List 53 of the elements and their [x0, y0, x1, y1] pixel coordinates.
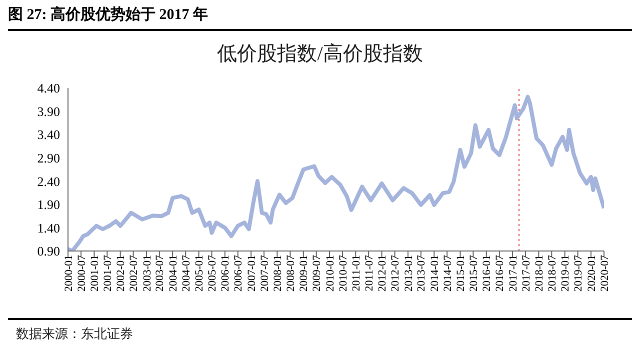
x-tick-label: 2013-01 [402, 255, 415, 292]
x-tick-label: 2009-07 [311, 254, 324, 292]
x-tick-label: 2015-01 [455, 255, 468, 292]
x-tick-label: 2005-01 [194, 255, 206, 292]
y-tick-label: 4.40 [37, 80, 60, 96]
x-tick-label: 2007-01 [246, 255, 258, 292]
x-tick-label: 2014-01 [428, 255, 441, 292]
x-tick-label: 2016-01 [481, 255, 494, 292]
x-tick-label: 2012-01 [376, 255, 389, 292]
x-tick-label: 2014-07 [442, 254, 454, 292]
x-tick-label: 2005-07 [206, 254, 219, 292]
chart-title: 图 27: 高价股优势始于 2017 年 [8, 5, 208, 24]
x-tick-label: 2020-07 [598, 254, 611, 292]
y-tick-label: 2.40 [37, 174, 60, 189]
x-tick-label: 2013-07 [416, 254, 428, 292]
x-tick-label: 2006-01 [220, 255, 232, 292]
y-tick-label: 0.90 [37, 244, 60, 259]
x-tick-label: 2009-01 [298, 255, 310, 292]
x-tick-label: 2001-01 [89, 255, 102, 292]
x-tick-label: 2020-01 [586, 255, 598, 292]
x-tick-label: 2007-07 [258, 254, 271, 292]
x-tick-label: 2017-07 [520, 254, 532, 292]
source-note: 数据来源：东北证券 [16, 325, 133, 343]
x-tick-label: 2015-07 [468, 254, 480, 292]
x-tick-label: 2019-07 [572, 254, 585, 292]
x-tick-label: 2004-01 [167, 255, 180, 292]
x-tick-label: 2012-07 [390, 254, 402, 292]
y-tick-label: 1.40 [37, 220, 60, 236]
x-tick-label: 2016-07 [494, 254, 506, 292]
y-tick-label: 1.90 [37, 197, 60, 212]
x-tick-label: 2002-07 [128, 254, 140, 292]
x-tick-label: 2003-07 [154, 254, 166, 292]
x-tick-label: 2008-01 [272, 255, 284, 292]
x-tick-label: 2017-01 [507, 255, 520, 292]
x-tick-label: 2004-07 [180, 254, 192, 292]
x-tick-label: 2010-07 [337, 254, 350, 292]
x-tick-label: 2002-01 [115, 255, 128, 292]
y-tick-label: 3.90 [37, 104, 60, 119]
x-tick-label: 2010-01 [324, 255, 336, 292]
x-tick-label: 2018-07 [546, 254, 558, 292]
x-tick-label: 2001-07 [102, 254, 114, 292]
x-tick-label: 2000-01 [62, 255, 75, 292]
chart-subtitle: 低价股指数/高价股指数 [216, 42, 424, 67]
x-tick-label: 2006-07 [232, 254, 245, 292]
y-tick-label: 2.90 [37, 150, 60, 166]
x-tick-label: 2011-01 [350, 255, 362, 292]
x-tick-label: 2003-01 [141, 255, 154, 292]
y-tick-label: 3.40 [37, 127, 60, 142]
x-tick-label: 2019-01 [560, 255, 572, 292]
x-tick-label: 2000-07 [76, 254, 88, 292]
x-tick-label: 2018-01 [534, 255, 546, 292]
x-tick-label: 2011-07 [363, 254, 376, 292]
x-tick-label: 2008-07 [285, 254, 298, 292]
